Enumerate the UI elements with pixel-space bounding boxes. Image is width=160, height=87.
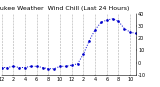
Text: Milwaukee Weather  Wind Chill (Last 24 Hours): Milwaukee Weather Wind Chill (Last 24 Ho…: [0, 6, 130, 11]
